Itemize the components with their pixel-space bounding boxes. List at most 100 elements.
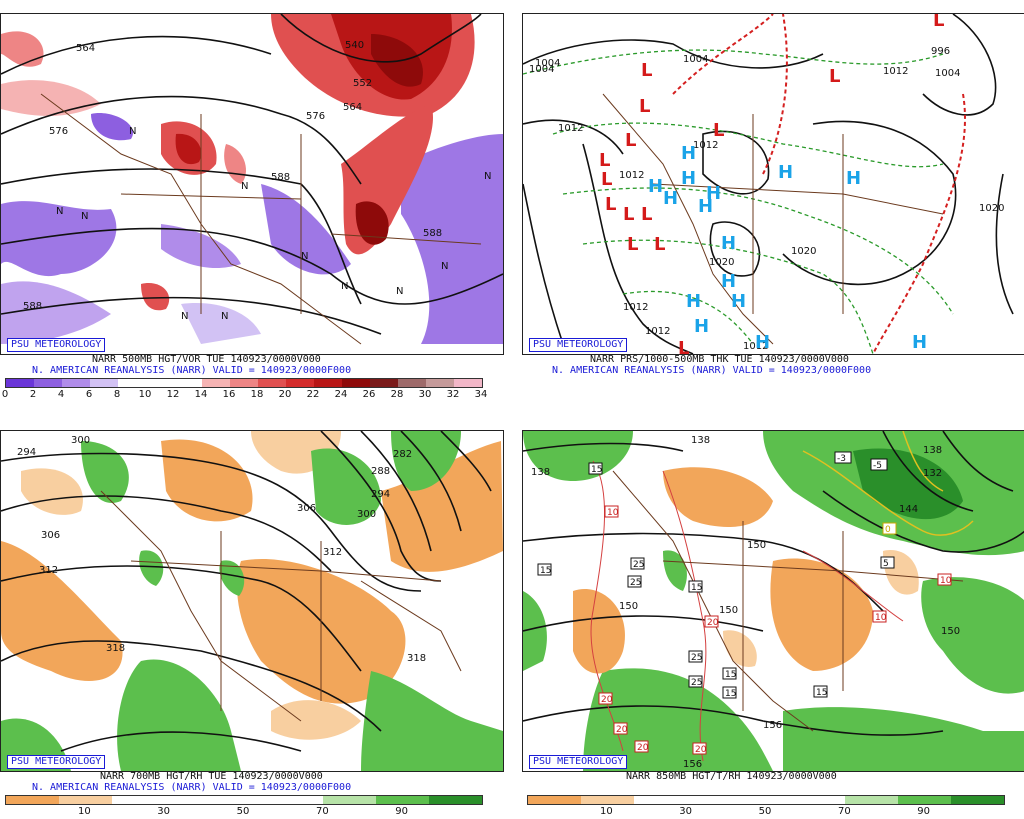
vorticity-colorbar bbox=[5, 378, 483, 388]
colorbar-tick-label: 30 bbox=[157, 806, 171, 817]
temperature-box bbox=[937, 573, 952, 586]
colorbar-swatch bbox=[951, 796, 1005, 804]
high-pressure-marker: H bbox=[663, 188, 678, 209]
colorbar-swatch bbox=[62, 379, 90, 387]
height-contour-label: 282 bbox=[393, 449, 412, 460]
colorbar-swatch bbox=[898, 796, 952, 804]
vort-min-label: N bbox=[181, 311, 188, 322]
height-contour-label: 306 bbox=[41, 530, 60, 541]
height-contour-label: 138 bbox=[691, 435, 710, 446]
high-pressure-marker: H bbox=[686, 291, 701, 312]
isobar-label: 1004 bbox=[683, 54, 708, 65]
temperature-box bbox=[627, 575, 642, 588]
map-700mb: 294 300 306 312 318 306 300 312 288 282 … bbox=[1, 431, 503, 771]
temperature-label: 20 bbox=[695, 745, 707, 755]
height-contour-label: 150 bbox=[941, 626, 960, 637]
height-contour-label: 318 bbox=[106, 643, 125, 654]
colorbar-tick-label: 30 bbox=[418, 389, 432, 400]
colorbar-swatch bbox=[686, 796, 740, 804]
rh-colorbar-ticks-850: 10 30 50 70 90 bbox=[527, 806, 1003, 818]
temperature-label: -5 bbox=[873, 461, 882, 471]
vort-min-label: N bbox=[129, 126, 136, 137]
low-pressure-marker: L bbox=[601, 169, 612, 190]
rh-colorbar-850 bbox=[527, 795, 1005, 805]
high-pressure-marker: H bbox=[648, 176, 663, 197]
high-pressure-marker: H bbox=[681, 168, 696, 189]
vort-min-label: N bbox=[484, 171, 491, 182]
panel-500mb-vorticity: 564 576 540 552 564 576 588 588 588 N N … bbox=[0, 13, 504, 355]
vort-min-label: N bbox=[81, 211, 88, 222]
low-pressure-marker: L bbox=[625, 130, 636, 151]
temperature-box bbox=[630, 557, 645, 570]
low-pressure-marker: L bbox=[623, 204, 634, 225]
isobar-label: 1004 bbox=[935, 68, 960, 79]
colorbar-swatch bbox=[111, 796, 165, 804]
height-contour-label: 300 bbox=[71, 435, 90, 446]
height-contour-label: 138 bbox=[531, 467, 550, 478]
colorbar-swatch bbox=[230, 379, 258, 387]
height-contour-label: 294 bbox=[371, 489, 390, 500]
high-pressure-marker: H bbox=[721, 233, 736, 254]
temperature-label: 25 bbox=[633, 560, 644, 570]
temperature-label: 15 bbox=[540, 566, 551, 576]
psu-label: PSU METEOROLOGY bbox=[529, 755, 628, 769]
panel-pressure-thickness: 1004 1004 1012 1012 1020 1020 1012 1012 … bbox=[522, 13, 1024, 355]
colorbar-swatch bbox=[454, 379, 482, 387]
colorbar-tick-label: 18 bbox=[250, 389, 264, 400]
temperature-labels: 15 15 25 25 15 10 20 25 25 15 20 20 20 15 5 10 -3 -5 0 10 20… bbox=[537, 451, 952, 755]
low-pressure-marker: L bbox=[627, 234, 638, 255]
colorbar-swatch bbox=[146, 379, 174, 387]
panel1-caption-valid: N. AMERICAN REANALYSIS (NARR) VALID = 14… bbox=[32, 365, 352, 376]
contour-label: 576 bbox=[306, 111, 325, 122]
temperature-box bbox=[688, 675, 703, 688]
temperature-box bbox=[872, 610, 887, 623]
isobar-label: 1020 bbox=[709, 257, 734, 268]
colorbar-swatch bbox=[6, 796, 59, 804]
height-contour-label: 150 bbox=[719, 605, 738, 616]
colorbar-tick-label: 16 bbox=[222, 389, 236, 400]
colorbar-swatch bbox=[270, 796, 324, 804]
isobar-label: 996 bbox=[931, 46, 950, 57]
panel-850mb-temp-rh: 138 138 150 150 150 150 156 156 144 132 … bbox=[522, 430, 1024, 772]
temperature-label: 15 bbox=[725, 689, 736, 699]
height-contour-label: 312 bbox=[323, 547, 342, 558]
low-pressure-marker: L bbox=[641, 204, 652, 225]
temperature-label: 0 bbox=[885, 525, 891, 535]
temperature-label: 25 bbox=[691, 678, 702, 688]
colorbar-tick-label: 20 bbox=[278, 389, 292, 400]
isobar-label: 1012 bbox=[883, 66, 908, 77]
colorbar-tick-label: 30 bbox=[679, 806, 693, 817]
isobar-label: 1012 bbox=[743, 341, 768, 352]
colorbar-swatch bbox=[376, 796, 430, 804]
temperature-box bbox=[834, 451, 852, 464]
high-pressure-marker: H bbox=[694, 316, 709, 337]
temperature-box bbox=[604, 505, 619, 518]
panel3-caption-title: NARR 700MB HGT/RH TUE 140923/0000V000 bbox=[100, 771, 323, 782]
colorbar-tick-label: 34 bbox=[474, 389, 488, 400]
colorbar-tick-label: 70 bbox=[315, 806, 329, 817]
colorbar-tick-label: 22 bbox=[306, 389, 320, 400]
temperature-box bbox=[537, 563, 552, 576]
colorbar-tick-label: 70 bbox=[837, 806, 851, 817]
colorbar-swatch bbox=[398, 379, 426, 387]
high-pressure-marker: H bbox=[698, 196, 713, 217]
temperature-label: 15 bbox=[816, 688, 827, 698]
psu-label: PSU METEOROLOGY bbox=[7, 338, 106, 352]
temperature-label: 20 bbox=[637, 743, 649, 753]
colorbar-tick-label: 14 bbox=[194, 389, 208, 400]
temperature-box bbox=[598, 692, 613, 705]
isobar-label: 1012 bbox=[619, 170, 644, 181]
low-pressure-marker: L bbox=[639, 96, 650, 117]
panel3-caption-valid: N. AMERICAN REANALYSIS (NARR) VALID = 14… bbox=[32, 782, 352, 793]
temperature-box bbox=[880, 556, 895, 569]
colorbar-swatch bbox=[739, 796, 793, 804]
colorbar-swatch bbox=[286, 379, 314, 387]
temperature-label: 10 bbox=[607, 508, 619, 518]
vort-min-label: N bbox=[56, 206, 63, 217]
contour-label: 552 bbox=[353, 78, 372, 89]
colorbar-swatch bbox=[34, 379, 62, 387]
colorbar-swatch bbox=[174, 379, 202, 387]
temperature-label: 20 bbox=[601, 695, 613, 705]
temperature-box bbox=[704, 615, 719, 628]
vort-min-label: N bbox=[241, 181, 248, 192]
